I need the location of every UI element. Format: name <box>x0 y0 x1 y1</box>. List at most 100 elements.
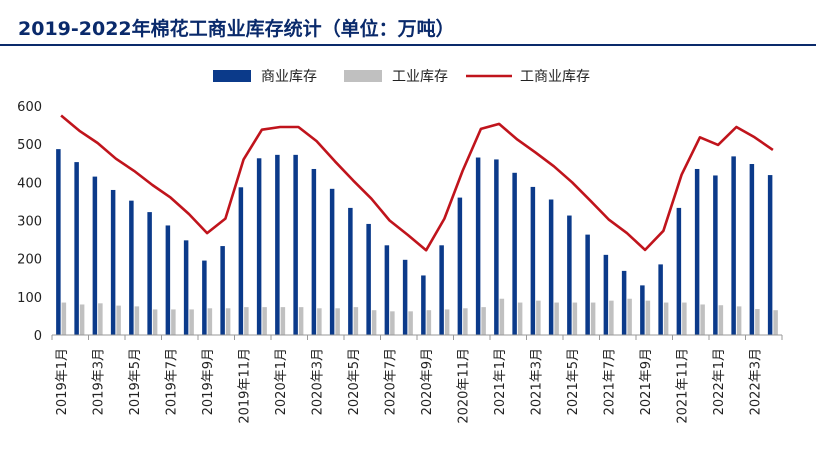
bar-commercial <box>603 254 609 335</box>
bar-commercial <box>165 225 171 335</box>
x-tick-label: 2021年11月 <box>676 348 691 424</box>
bar-industrial <box>152 309 158 335</box>
bar-industrial <box>262 307 267 335</box>
bar-industrial <box>280 307 286 335</box>
bar-commercial <box>676 207 682 335</box>
bar-commercial <box>548 199 554 335</box>
x-tick-label: 2021年3月 <box>530 348 545 415</box>
bar-commercial <box>348 207 353 335</box>
bar-industrial <box>353 307 359 335</box>
bar-commercial <box>494 159 499 335</box>
x-tick-label: 2020年5月 <box>347 348 362 415</box>
bar-commercial <box>475 157 481 335</box>
title-underline <box>0 44 816 46</box>
bar-industrial <box>554 302 559 335</box>
x-tick-label: 2022年1月 <box>712 348 727 415</box>
bar-industrial <box>736 306 742 335</box>
bar-commercial <box>658 264 663 335</box>
x-tick-label: 2019年5月 <box>128 348 143 415</box>
x-tick-label: 2019年1月 <box>55 348 70 415</box>
x-tick-label: 2022年3月 <box>749 348 764 415</box>
bar-industrial <box>98 303 103 335</box>
x-tick-label: 2020年11月 <box>457 348 472 424</box>
bar-commercial <box>110 189 116 335</box>
x-tick-label: 2020年3月 <box>311 348 326 415</box>
bar-industrial <box>645 300 651 335</box>
bar-industrial <box>700 304 705 335</box>
bar-industrial <box>116 305 121 335</box>
x-tick-label: 2021年1月 <box>493 348 508 415</box>
bar-industrial <box>517 302 523 335</box>
bar-industrial <box>61 302 67 335</box>
bar-commercial <box>220 246 225 335</box>
bar-industrial <box>408 311 413 335</box>
bar-commercial <box>183 240 189 335</box>
legend-label: 工业库存 <box>392 69 448 85</box>
y-tick-label: 600 <box>17 100 42 115</box>
bar-industrial <box>298 307 304 335</box>
y-tick-label: 0 <box>34 329 42 344</box>
bar-commercial <box>311 168 317 335</box>
chart-title: 2019-2022年棉花工商业库存统计（单位：万吨） <box>18 18 455 40</box>
bar-commercial <box>621 270 627 335</box>
bar-industrial <box>718 305 724 335</box>
bars <box>56 149 778 335</box>
x-tick-label: 2019年9月 <box>201 348 216 415</box>
y-tick-label: 200 <box>17 253 42 268</box>
bar-industrial <box>171 309 176 335</box>
bar-commercial <box>767 175 773 335</box>
bar-commercial <box>74 162 79 335</box>
bar-industrial <box>499 298 505 335</box>
y-tick-label: 400 <box>17 176 42 191</box>
bar-industrial <box>627 298 632 335</box>
x-tick-label: 2019年11月 <box>238 348 253 424</box>
bar-industrial <box>189 309 194 335</box>
bar-industrial <box>463 308 468 335</box>
bar-industrial <box>773 310 778 335</box>
bar-industrial <box>371 310 377 335</box>
x-tick-label: 2021年9月 <box>639 348 654 415</box>
bar-industrial <box>207 308 213 335</box>
bar-commercial <box>421 275 426 335</box>
x-tick-label: 2021年5月 <box>566 348 581 415</box>
bar-industrial <box>444 309 450 335</box>
legend-label: 商业库存 <box>261 69 317 85</box>
bar-industrial <box>79 304 85 335</box>
bar-commercial <box>384 245 390 335</box>
bar-industrial <box>609 300 614 335</box>
x-tick-label: 2020年9月 <box>420 348 435 415</box>
bar-commercial <box>56 149 61 335</box>
bar-industrial <box>335 308 340 335</box>
x-tick-label: 2019年7月 <box>165 348 180 415</box>
line-layer <box>60 114 774 252</box>
bar-commercial <box>202 260 207 335</box>
bar-industrial <box>663 302 669 335</box>
x-tick-label: 2020年1月 <box>274 348 289 415</box>
legend-swatch <box>344 70 382 82</box>
bar-commercial <box>530 186 536 335</box>
bar-industrial <box>317 308 322 335</box>
bar-commercial <box>713 175 718 335</box>
x-tick-label: 2019年3月 <box>92 348 107 415</box>
bar-industrial <box>590 302 596 335</box>
bar-industrial <box>682 302 687 335</box>
bar-commercial <box>275 154 280 335</box>
bar-industrial <box>481 307 486 335</box>
bar-commercial <box>402 259 408 335</box>
y-tick-label: 500 <box>17 138 42 153</box>
x-axis: 2019年1月 2019年3月 2019年5月 2019年7月 2019年9月 2019年… <box>51 334 783 424</box>
bar-industrial <box>134 306 140 335</box>
legend-label: 工商业库存 <box>520 69 590 85</box>
legend-swatch <box>213 70 251 82</box>
bar-industrial <box>536 300 541 335</box>
bar-industrial <box>426 310 432 335</box>
x-tick-label: 2021年7月 <box>603 348 618 415</box>
bar-industrial <box>244 307 249 335</box>
bar-commercial <box>512 172 517 335</box>
bar-commercial <box>439 245 444 335</box>
legend: 商业库存 工业库存 工商业库存 <box>213 69 590 85</box>
line-total-inventory <box>60 114 774 252</box>
bar-commercial <box>147 212 152 335</box>
bar-commercial <box>329 188 335 335</box>
